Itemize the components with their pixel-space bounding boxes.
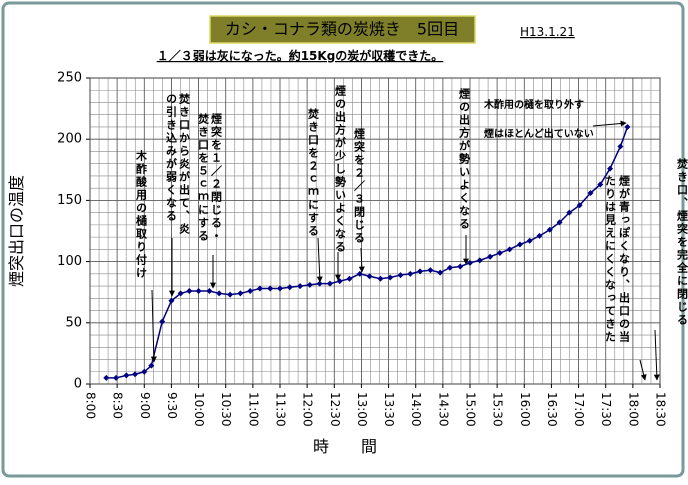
y-tick-label: 50 xyxy=(65,315,82,330)
x-tick-label: 16:00 xyxy=(518,392,532,427)
y-tick-label: 250 xyxy=(57,71,82,86)
date: H13.1.21 xyxy=(520,25,575,39)
annotation: 焚き口を２ｃｍにする xyxy=(307,107,321,238)
x-tick-label: 11:00 xyxy=(246,392,260,427)
x-tick-label: 8:00 xyxy=(84,392,98,419)
x-tick-label: 8:30 xyxy=(111,392,125,419)
x-tick-label: 17:30 xyxy=(599,392,613,427)
x-tick-label: 11:30 xyxy=(274,392,288,427)
annotation: 煙突を１／２閉じる・ xyxy=(210,112,223,243)
y-tick-label: 100 xyxy=(57,254,82,269)
annotation: 木酢用の樋を取り外す xyxy=(483,98,584,111)
annotation: 煙の出方が少し勢いよくなる xyxy=(334,84,348,254)
annotation: 煙が青っぽくなり、出口の当 xyxy=(618,174,631,344)
annotation: 煙の出方が勢いよくなる xyxy=(458,87,471,231)
subtitle: １／３弱は灰になった。約15Kgの炭が収穫できた。 xyxy=(157,48,444,63)
annotation: 焚き口から炎が出て、炎 xyxy=(178,92,192,236)
x-tick-label: 10:30 xyxy=(219,392,233,427)
y-tick-label: 0 xyxy=(74,377,82,392)
annotation: 煙突を２／３閉じる xyxy=(353,127,366,245)
x-tick-label: 10:00 xyxy=(192,392,206,427)
annotation: 木酢酸用の樋取り付け xyxy=(135,149,149,280)
y-tick-label: 150 xyxy=(57,193,82,208)
x-tick-label: 13:30 xyxy=(382,392,396,427)
x-tick-label: 9:30 xyxy=(165,392,179,419)
annotation: 焚き口を５ｃｍにする xyxy=(197,112,211,243)
x-tick-label: 12:30 xyxy=(328,392,342,427)
x-tick-label: 14:00 xyxy=(409,392,423,427)
y-axis-label: 煙突出口の温度 xyxy=(7,175,26,287)
x-tick-label: 9:00 xyxy=(138,392,152,419)
annotation: 焚き口、煙突を完全に閉じる xyxy=(676,157,688,327)
y-tick-label: 200 xyxy=(57,132,82,147)
chart-title: カシ・コナラ類の炭焼き 5回目 xyxy=(225,20,459,39)
x-tick-label: 17:00 xyxy=(572,392,586,427)
x-tick-label: 15:30 xyxy=(491,392,505,427)
x-tick-label: 14:30 xyxy=(436,392,450,427)
x-tick-label: 18:30 xyxy=(654,392,668,427)
annotation: の引き込みが弱くなる xyxy=(165,93,178,223)
x-axis-label: 時 間 xyxy=(313,437,377,456)
x-tick-label: 18:00 xyxy=(626,392,640,427)
x-tick-label: 16:30 xyxy=(545,392,559,427)
annotation: たりは見えにくくなってきた xyxy=(604,175,618,344)
x-tick-label: 12:00 xyxy=(301,392,315,427)
x-tick-label: 13:00 xyxy=(355,392,369,427)
annotation: 煙はほとんど出ていない xyxy=(484,127,594,140)
x-tick-label: 15:00 xyxy=(464,392,478,427)
